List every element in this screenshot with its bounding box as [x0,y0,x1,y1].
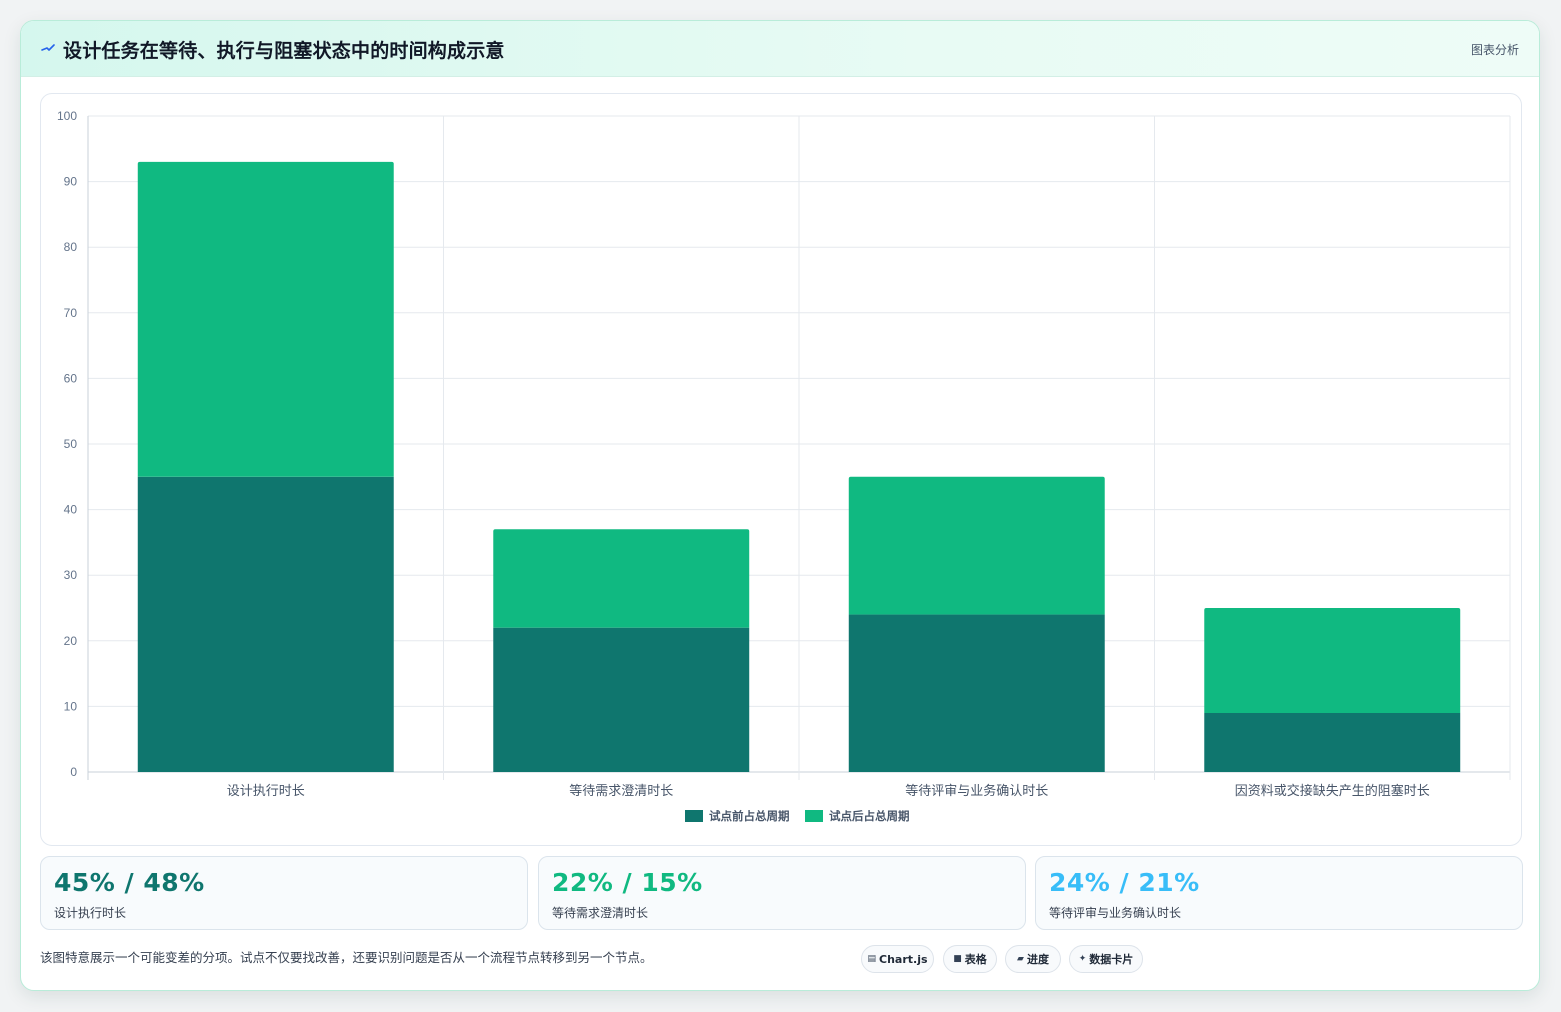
bar-segment [848,476,1105,615]
x-tick-label: 等待评审与业务确认时长 [905,783,1048,799]
y-tick-label: 40 [64,503,78,517]
data-card-icon: ✦ [1078,954,1087,964]
bar-segment [137,161,394,477]
card-header: 设计任务在等待、执行与阻塞状态中的时间构成示意 图表分析 [21,21,1539,77]
bar-segment [137,476,394,772]
pill-table[interactable]: ■ 表格 [943,945,997,973]
table-icon: ■ [953,954,962,964]
stat-value: 45% / 48% [54,868,205,897]
legend-label: 试点前占总周期 [709,809,790,823]
y-tick-label: 80 [64,240,78,254]
x-tick-label: 因资料或交接缺失产生的阻塞时长 [1235,783,1430,799]
stat-card-requirement-wait: 22% / 15% 等待需求澄清时长 [538,856,1026,930]
y-tick-label: 60 [64,371,78,385]
stat-label: 等待评审与业务确认时长 [1049,906,1182,920]
y-tick-label: 50 [64,437,78,451]
legend-swatch [685,810,703,822]
stat-value: 22% / 15% [552,868,703,897]
chart-panel: 0 10 20 30 40 50 60 70 80 90 100 设计执行时长 等待需求澄清时长 等待评审… [40,93,1522,846]
chart-note: 该图特意展示一个可能变差的分项。试点不仅要找改善，还要识别问题是否从一个流程节点… [40,950,653,965]
x-tick-label: 设计执行时长 [227,784,305,799]
y-tick-label: 90 [64,175,78,189]
bar-segment [493,627,750,772]
y-tick-label: 0 [70,765,77,779]
legend-label: 试点后占总周期 [829,809,910,823]
chart-analysis-tag[interactable]: 图表分析 [1470,43,1519,57]
sparkle-icon [41,44,55,51]
stat-card-design-execution: 45% / 48% 设计执行时长 [40,856,528,930]
bar-segment [1204,608,1461,713]
chart-icon: ▤ [867,954,876,964]
pill-label: Chart.js [879,952,928,966]
y-tick-label: 70 [64,306,78,320]
pill-progress[interactable]: ▰ 进度 [1005,945,1061,973]
stat-card-review-wait: 24% / 21% 等待评审与业务确认时长 [1035,856,1523,930]
y-tick-label: 100 [57,109,77,123]
page-title: 设计任务在等待、执行与阻塞状态中的时间构成示意 [63,40,505,62]
pill-label: 数据卡片 [1089,953,1134,966]
stacked-bar-chart: 0 10 20 30 40 50 60 70 80 90 100 设计执行时长 等待需求澄清时长 等待评审… [57,109,1511,823]
stat-label: 等待需求澄清时长 [552,906,649,920]
x-tick-label: 等待需求澄清时长 [569,783,673,799]
pill-chartjs[interactable]: ▤ Chart.js [861,945,934,973]
bar-segment [1204,712,1461,772]
bar-segment [848,614,1105,772]
pill-data-card[interactable]: ✦ 数据卡片 [1069,945,1143,973]
bar-segment [493,529,750,628]
y-tick-label: 20 [64,634,78,648]
pill-label: 表格 [964,953,987,966]
legend-swatch [805,810,823,822]
progress-icon: ▰ [1017,954,1024,964]
y-tick-label: 10 [64,699,78,713]
pill-label: 进度 [1026,953,1049,966]
y-tick-label: 30 [64,568,78,582]
chart-card: 设计任务在等待、执行与阻塞状态中的时间构成示意 图表分析 0 10 20 30 40 50… [20,20,1540,991]
stat-value: 24% / 21% [1049,868,1200,897]
stat-label: 设计执行时长 [54,906,127,920]
